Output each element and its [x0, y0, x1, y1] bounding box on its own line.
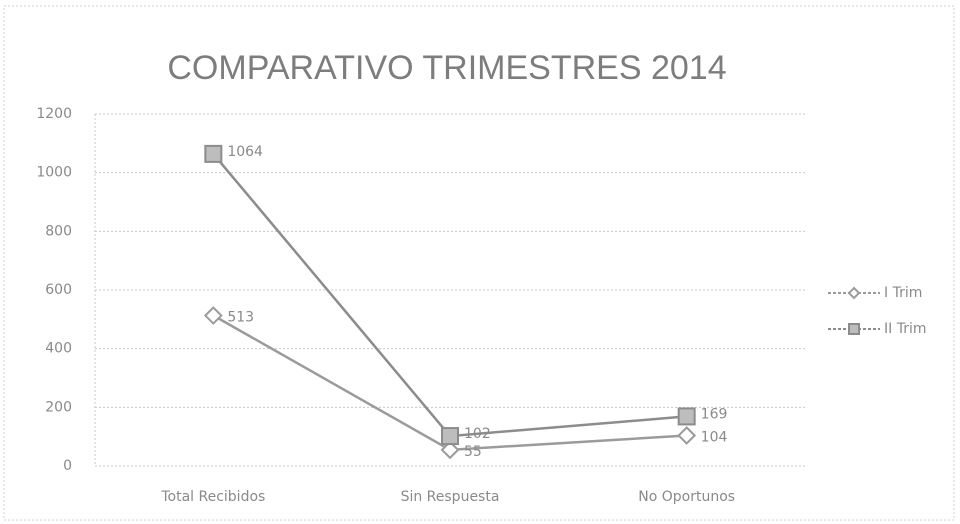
y-tick-label: 400: [45, 341, 72, 357]
marker: [203, 306, 223, 325]
legend-label: I Trim: [884, 285, 922, 301]
marker: [677, 426, 697, 445]
x-tick-label: No Oportunos: [638, 489, 735, 505]
marker: [204, 144, 223, 163]
y-tick-label: 800: [45, 223, 72, 239]
x-tick-label: Sin Respuesta: [401, 489, 500, 505]
data-label: 513: [227, 310, 254, 326]
y-tick-label: 200: [45, 399, 72, 415]
data-label: 102: [464, 426, 491, 442]
series-line: [212, 153, 687, 438]
y-tick-label: 600: [45, 282, 72, 298]
data-label: 55: [464, 444, 482, 460]
marker: [847, 286, 861, 300]
data-label: 1064: [227, 144, 263, 160]
marker: [441, 427, 459, 446]
y-tick-label: 1000: [36, 165, 72, 181]
x-tick-label: Total Recibidos: [160, 489, 265, 505]
data-label: 104: [701, 429, 728, 445]
marker: [677, 407, 696, 426]
data-label: 169: [701, 406, 728, 422]
legend-label: II Trim: [884, 321, 927, 337]
y-tick-label: 0: [63, 458, 72, 474]
y-tick-label: 1200: [36, 106, 72, 122]
marker: [848, 323, 860, 335]
chart-title: COMPARATIVO TRIMESTRES 2014: [167, 49, 726, 87]
marker: [440, 440, 460, 460]
